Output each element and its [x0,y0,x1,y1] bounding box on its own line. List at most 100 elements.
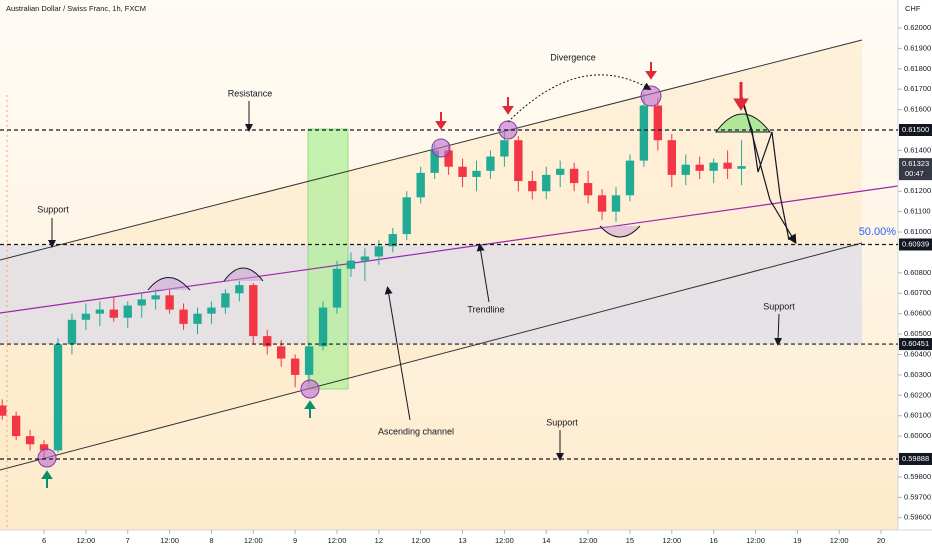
drawings [37,62,797,488]
candle-body [374,246,384,257]
x-tick-label: 15 [626,536,634,545]
y-tick-label: 0.60200 [904,390,931,399]
candle-body [81,313,91,320]
candle-body [360,256,370,261]
candle-body [625,160,635,196]
fib-label: 50.00% [859,226,897,238]
candle-body [346,260,356,269]
candle-body [165,295,174,310]
x-tick-label: 12:00 [411,536,430,545]
y-tick-label: 0.59800 [904,472,931,481]
candle-body [597,195,607,212]
y-tick-label: 0.60600 [904,309,931,318]
candle-body [695,164,704,171]
y-tick-label: 0.61900 [904,43,931,52]
candle-body [109,309,118,318]
candle-body [723,162,732,169]
candles [0,93,746,459]
x-tick-label: 12:00 [579,536,598,545]
annotation: Trendline [467,304,504,314]
y-tick-label: 0.59700 [904,492,931,501]
level-label: 0.60939 [902,239,929,248]
y-tick-label: 0.60100 [904,411,931,420]
impulse-box [307,128,349,390]
candle-body [25,436,35,445]
chart-title: Australian Dollar / Swiss Franc, 1h, FXC… [6,4,146,13]
annotation: Ascending channel [378,426,454,436]
x-tick-label: 12 [375,536,383,545]
x-tick-label: 9 [293,536,297,545]
y-tick-label: 0.61000 [904,227,931,236]
x-tick-label: 12:00 [662,536,681,545]
y-tick-label: 0.61600 [904,105,931,114]
x-tick-label: 13 [458,536,466,545]
zone [0,245,862,344]
candle-body [528,181,537,192]
candle-body [444,150,453,167]
candle-body [179,309,188,324]
candle-body [318,307,328,347]
y-tick-label: 0.61700 [904,84,931,93]
annotation: Support [763,301,795,311]
level-label-box [899,124,932,136]
candle-body [639,105,649,161]
candle-body [430,150,439,173]
x-tick-label: 12:00 [830,536,849,545]
candle-body [95,309,105,314]
candle-body [137,299,146,306]
annotation: Support [37,204,69,214]
candle-body [611,195,621,212]
candle-body [0,405,7,416]
candle-body [709,162,718,171]
candle-body [249,285,258,337]
level-label-box [899,452,932,465]
level-label-box [899,238,932,251]
candle-body [514,140,523,182]
level-label: 0.61500 [902,125,929,134]
level-label: 0.59888 [902,454,929,463]
candle-body [290,358,300,375]
x-tick-label: 12:00 [746,536,765,545]
trendline [0,185,899,314]
candle-body [221,293,230,308]
candle-body [472,170,481,177]
candle-body [11,415,21,437]
level-label-box [899,338,932,351]
y-tick-label: 0.61800 [904,64,931,73]
candle-body [556,168,565,175]
x-tick-label: 12:00 [77,536,96,545]
x-tick-label: 12:00 [328,536,347,545]
candle-body [123,305,132,318]
x-tick-label: 12:00 [495,536,514,545]
x-tick-label: 14 [542,536,550,545]
annotation: Divergence [550,52,596,62]
y-tick-label: 0.60000 [904,431,931,440]
candle-body [569,168,579,184]
x-tick-label: 16 [709,536,717,545]
x-tick-label: 6 [42,536,46,545]
candle-body [277,346,286,359]
y-axis-title: CHF [905,4,921,13]
y-tick-label: 0.61400 [904,145,931,154]
candle-body [304,346,314,375]
y-tick-label: 0.60700 [904,288,931,297]
x-tick-label: 7 [126,536,130,545]
candle-body [332,268,342,308]
x-tick-label: 19 [793,536,801,545]
candle-body [151,295,160,300]
y-tick-label: 0.62000 [904,23,931,32]
candle-body [737,166,746,169]
candle-body [583,183,593,196]
x-tick-label: 8 [209,536,213,545]
candle-body [681,164,690,175]
last-price-box [899,158,932,181]
y-tick-label: 0.60300 [904,370,931,379]
candle-body [416,172,425,198]
annotation: Support [546,417,578,427]
candle-body [486,156,495,171]
y-tick-label: 0.60400 [904,349,931,358]
channel-upper [0,39,863,261]
candle-body [263,336,272,347]
y-tick-label: 0.60800 [904,268,931,277]
